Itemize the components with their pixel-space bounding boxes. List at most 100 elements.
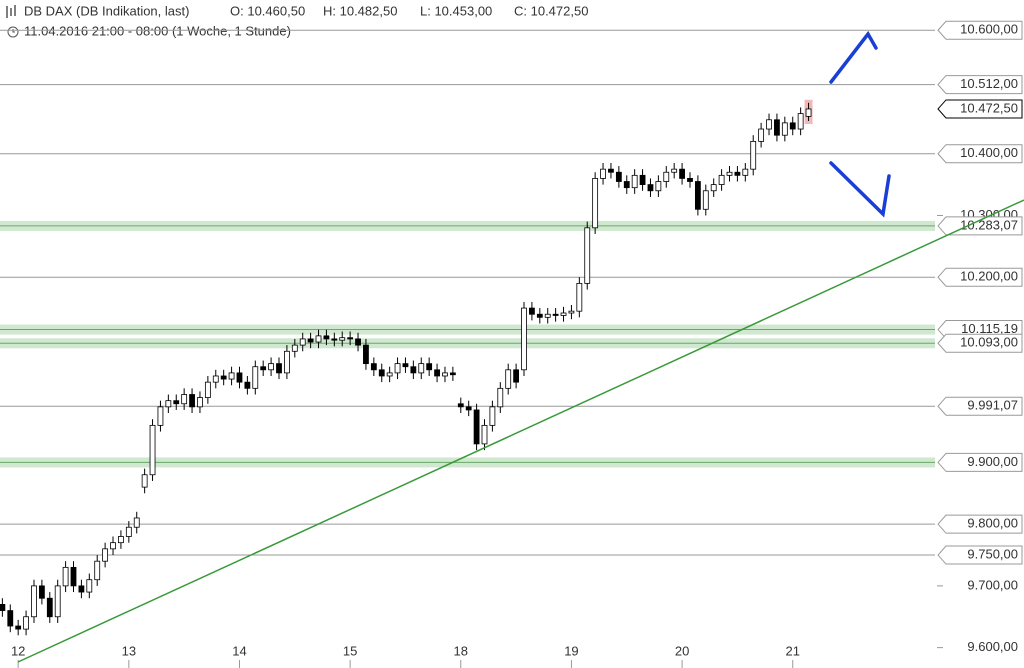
candle-body — [331, 338, 338, 341]
candle-body — [647, 184, 654, 192]
candle-body — [592, 178, 599, 229]
candle-body — [141, 474, 148, 488]
candle-body — [536, 313, 543, 318]
candle-body — [386, 372, 393, 377]
level-label: 10.400,00 — [960, 145, 1018, 160]
level-label: 10.283,07 — [960, 217, 1018, 232]
candle-body — [299, 338, 306, 346]
candle-body — [679, 168, 685, 179]
candle-body — [521, 307, 527, 371]
candle-body — [449, 372, 456, 376]
candle-body — [442, 372, 448, 377]
x-tick-label: 21 — [786, 643, 800, 658]
low: L: 10.453,00 — [420, 3, 492, 18]
level-label: 9.800,00 — [967, 516, 1018, 531]
candle-body — [734, 171, 741, 176]
x-tick-label: 15 — [343, 643, 357, 658]
level-label-box — [937, 396, 1023, 416]
level-label: 10.600,00 — [960, 22, 1018, 37]
candle-body — [497, 387, 504, 408]
candle-body — [165, 400, 172, 408]
candle-body — [655, 181, 662, 192]
candle-body — [355, 338, 361, 346]
candle-body — [742, 168, 749, 176]
candle-body — [149, 424, 156, 476]
candle-body — [623, 181, 630, 189]
candle-body — [694, 181, 701, 210]
candle-body — [615, 171, 622, 182]
candle-body — [110, 542, 116, 550]
candle-body — [663, 171, 670, 182]
candle-body — [671, 168, 678, 173]
candle-body — [426, 363, 433, 371]
candle-body — [544, 313, 551, 318]
candle-body — [78, 585, 85, 593]
x-tick-label: 12 — [11, 643, 25, 658]
candle-body — [15, 625, 22, 630]
candle-body — [552, 313, 559, 316]
y-tick-label: 9.700,00 — [967, 577, 1018, 592]
trend-line — [17, 199, 1024, 663]
candle-body — [315, 335, 322, 343]
candle-body — [402, 363, 409, 368]
candle-body — [102, 548, 109, 562]
candle-body — [276, 363, 282, 374]
candle-body — [197, 397, 203, 408]
period: 11.04.2016 21:00 - 08:00 (1 Woche, 1 Stu… — [24, 23, 291, 38]
level-label: 10.200,00 — [960, 269, 1018, 284]
candle-body — [363, 344, 369, 365]
candle-body — [157, 406, 164, 426]
candle-body — [347, 337, 354, 340]
candle-body — [505, 369, 512, 389]
candle-body — [94, 560, 101, 581]
candle-body — [789, 122, 796, 130]
candle-body — [86, 579, 93, 593]
candle-body — [805, 108, 812, 117]
candle-body — [631, 174, 638, 189]
candle-body — [23, 616, 29, 630]
candle-body — [339, 337, 346, 341]
candle-body — [38, 585, 45, 599]
level-label: 10.472,50 — [960, 100, 1018, 115]
candle-body — [291, 344, 298, 352]
level-label-box — [937, 333, 1023, 353]
level-label-box — [937, 20, 1023, 40]
level-label-box — [937, 514, 1023, 534]
candle-body — [465, 406, 472, 411]
candle-body — [584, 227, 591, 284]
arrows — [829, 30, 891, 218]
candle-body — [236, 372, 243, 383]
candle-body — [244, 381, 251, 389]
candle-body — [228, 372, 235, 380]
candle-body — [600, 168, 606, 179]
candle-body — [781, 122, 788, 136]
candle-body — [410, 366, 417, 374]
candle-body — [54, 585, 61, 618]
level-label: 10.115,19 — [961, 321, 1018, 336]
candle-body — [378, 369, 385, 377]
candle-body — [125, 526, 132, 537]
candle-body — [434, 369, 440, 377]
header: DB DAX (DB Indikation, last) O: 10.460,5… — [6, 3, 588, 38]
candle-body — [181, 394, 188, 405]
candle-body — [576, 282, 583, 312]
candle-body — [702, 190, 709, 210]
candle-body — [220, 375, 227, 380]
candle-body — [766, 119, 772, 130]
high: H: 10.482,50 — [323, 3, 397, 18]
candle-body — [529, 307, 535, 315]
candle-body — [710, 184, 717, 192]
level-label-box — [937, 144, 1023, 164]
level-label: 9.991,07 — [967, 398, 1018, 413]
level-label-box — [937, 267, 1023, 287]
candle-body — [726, 171, 733, 176]
level-label-box — [937, 452, 1023, 472]
candle-body — [46, 597, 53, 618]
candle-body — [513, 369, 520, 383]
level-label: 10.093,00 — [960, 335, 1018, 350]
candle-body — [7, 610, 14, 627]
candle-body — [133, 517, 140, 528]
candle-body — [284, 350, 290, 374]
candle-body — [0, 604, 6, 611]
